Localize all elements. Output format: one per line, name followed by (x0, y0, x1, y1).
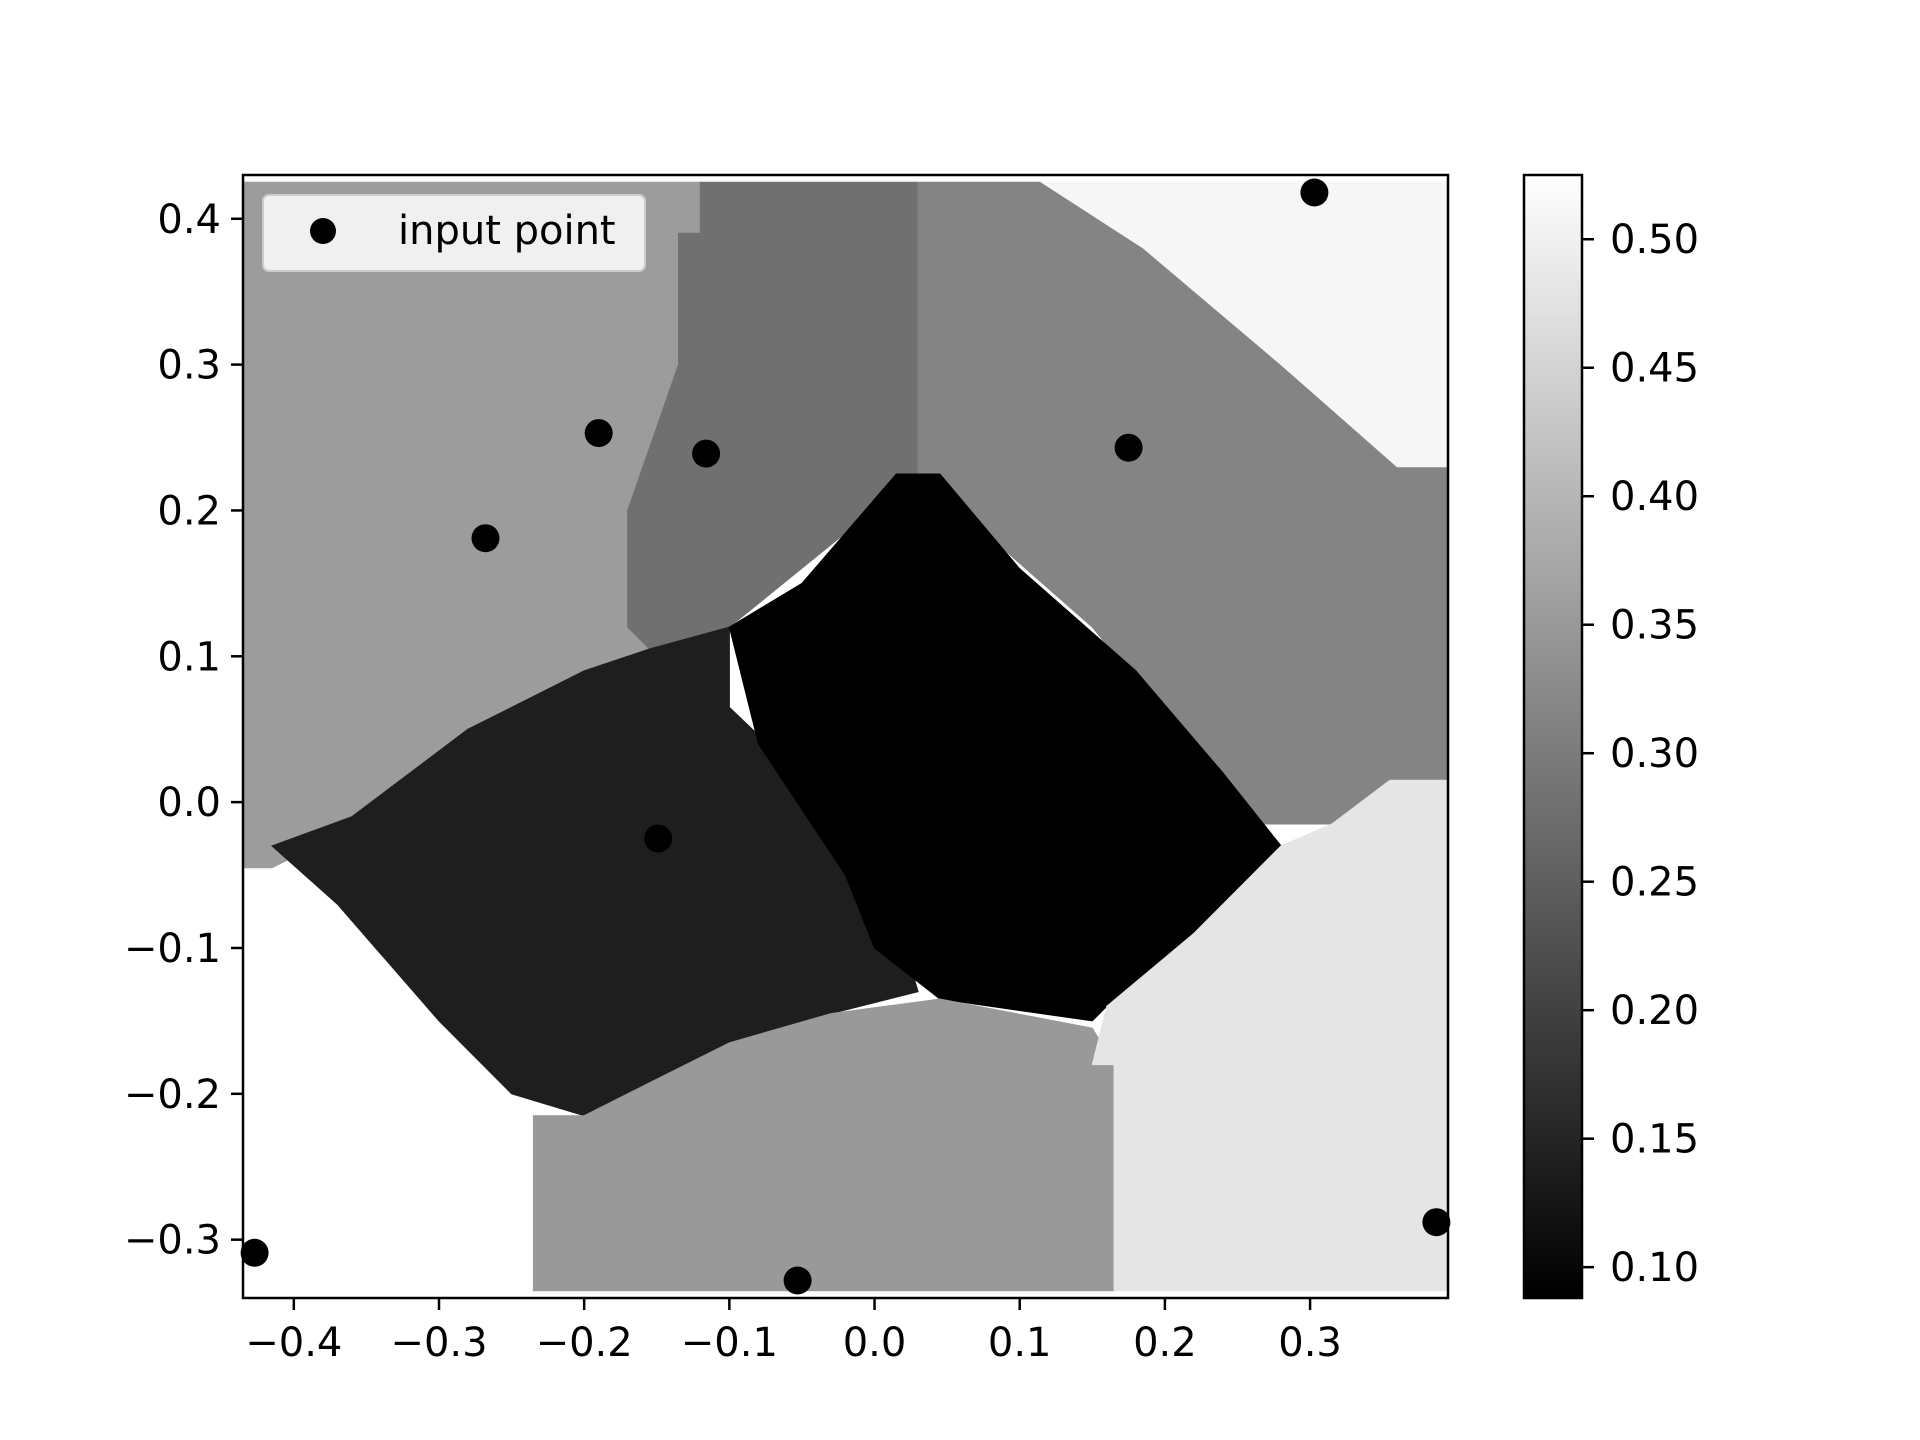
colorbar-tick-label: 0.25 (1610, 860, 1699, 906)
x-tick-label: −0.4 (245, 1320, 342, 1366)
y-tick-label: 0.3 (157, 343, 221, 389)
legend-marker (310, 218, 336, 244)
y-tick-label: 0.4 (157, 197, 221, 243)
colorbar-tick-label: 0.15 (1610, 1117, 1699, 1163)
x-tick-label: 0.2 (1133, 1320, 1197, 1366)
y-tick-label: 0.2 (157, 488, 221, 534)
legend-label: input point (398, 208, 616, 254)
colorbar-tick-label: 0.20 (1610, 988, 1699, 1034)
colorbar-tick-label: 0.50 (1610, 217, 1699, 263)
x-tick-label: 0.0 (843, 1320, 907, 1366)
y-tick-label: 0.0 (157, 780, 221, 826)
data-point-6 (644, 824, 673, 853)
data-point-7 (240, 1238, 269, 1267)
heatmap-region-7 (728, 473, 1282, 1022)
y-tick-label: 0.1 (157, 634, 221, 680)
colorbar-tick-label: 0.40 (1610, 474, 1699, 520)
y-tick-label: −0.1 (124, 926, 221, 972)
data-point-4 (1114, 433, 1143, 462)
data-point-2 (584, 419, 613, 448)
legend-box (262, 194, 646, 272)
data-point-3 (692, 439, 721, 468)
legend: input point (262, 194, 646, 272)
colorbar (1522, 173, 1584, 1300)
x-tick-label: 0.3 (1278, 1320, 1342, 1366)
scatter-points (240, 178, 1451, 1295)
colorbar-tick-label: 0.35 (1610, 603, 1699, 649)
data-point-8 (783, 1266, 812, 1295)
x-tick-label: −0.1 (681, 1320, 778, 1366)
colorbar-tick-label: 0.10 (1610, 1245, 1699, 1291)
x-axis-ticks: −0.4 −0.3 −0.2 −0.1 0.0 0.1 0.2 0.3 (245, 1298, 1342, 1366)
colorbar-tick-label: 0.30 (1610, 731, 1699, 777)
heatmap-regions (242, 181, 1449, 1292)
y-axis-ticks: 0.4 0.3 0.2 0.1 0.0 −0.1 −0.2 −0.3 (124, 197, 243, 1264)
colorbar-tick-label: 0.45 (1610, 346, 1699, 392)
x-tick-label: −0.2 (536, 1320, 633, 1366)
x-tick-label: 0.1 (988, 1320, 1052, 1366)
data-point-5 (471, 524, 500, 553)
colorbar-ticks: 0.10 0.15 0.20 0.25 0.30 0.35 0.40 0.45 0.50 (1582, 217, 1699, 1291)
x-tick-label: −0.3 (390, 1320, 487, 1366)
y-tick-label: −0.2 (124, 1072, 221, 1118)
data-point-1 (1300, 178, 1329, 207)
y-tick-label: −0.3 (124, 1218, 221, 1264)
plot-frame (241, 173, 1450, 1300)
data-point-9 (1422, 1208, 1451, 1237)
